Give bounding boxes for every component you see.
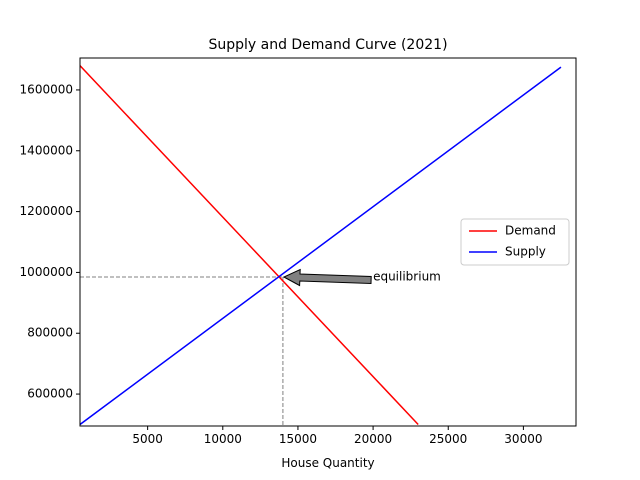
y-tick-label: 1400000 [20, 143, 73, 157]
chart-title: Supply and Demand Curve (2021) [208, 37, 447, 53]
series-line-supply [80, 66, 562, 426]
annotation-text: equilibrium [373, 269, 441, 283]
y-tick-label: 1600000 [20, 82, 73, 96]
x-tick-label: 25000 [429, 432, 467, 446]
y-tick-label: 800000 [27, 326, 73, 340]
series-line-demand [80, 65, 419, 425]
y-tick-label: 1000000 [20, 265, 73, 279]
plot-area [80, 65, 562, 426]
x-tick-label: 5000 [132, 432, 163, 446]
axes-frame [79, 57, 577, 427]
axes-layer: 5000 10000 15000 20000 25000 30000 600000 80000… [20, 57, 577, 446]
x-tick-label: 10000 [204, 432, 242, 446]
x-axis-label: House Quantity [281, 456, 374, 470]
x-tick-label: 15000 [279, 432, 317, 446]
plot-layer: equilibrium [80, 65, 562, 426]
legend-label-demand: Demand [505, 224, 556, 238]
legend: Demand Supply [460, 218, 570, 266]
annotation-arrow [282, 268, 372, 287]
x-tick-label: 30000 [504, 432, 542, 446]
x-tick-label: 20000 [354, 432, 392, 446]
y-tick-label: 600000 [27, 387, 73, 401]
y-tick-label: 1200000 [20, 204, 73, 218]
legend-label-supply: Supply [505, 245, 546, 259]
